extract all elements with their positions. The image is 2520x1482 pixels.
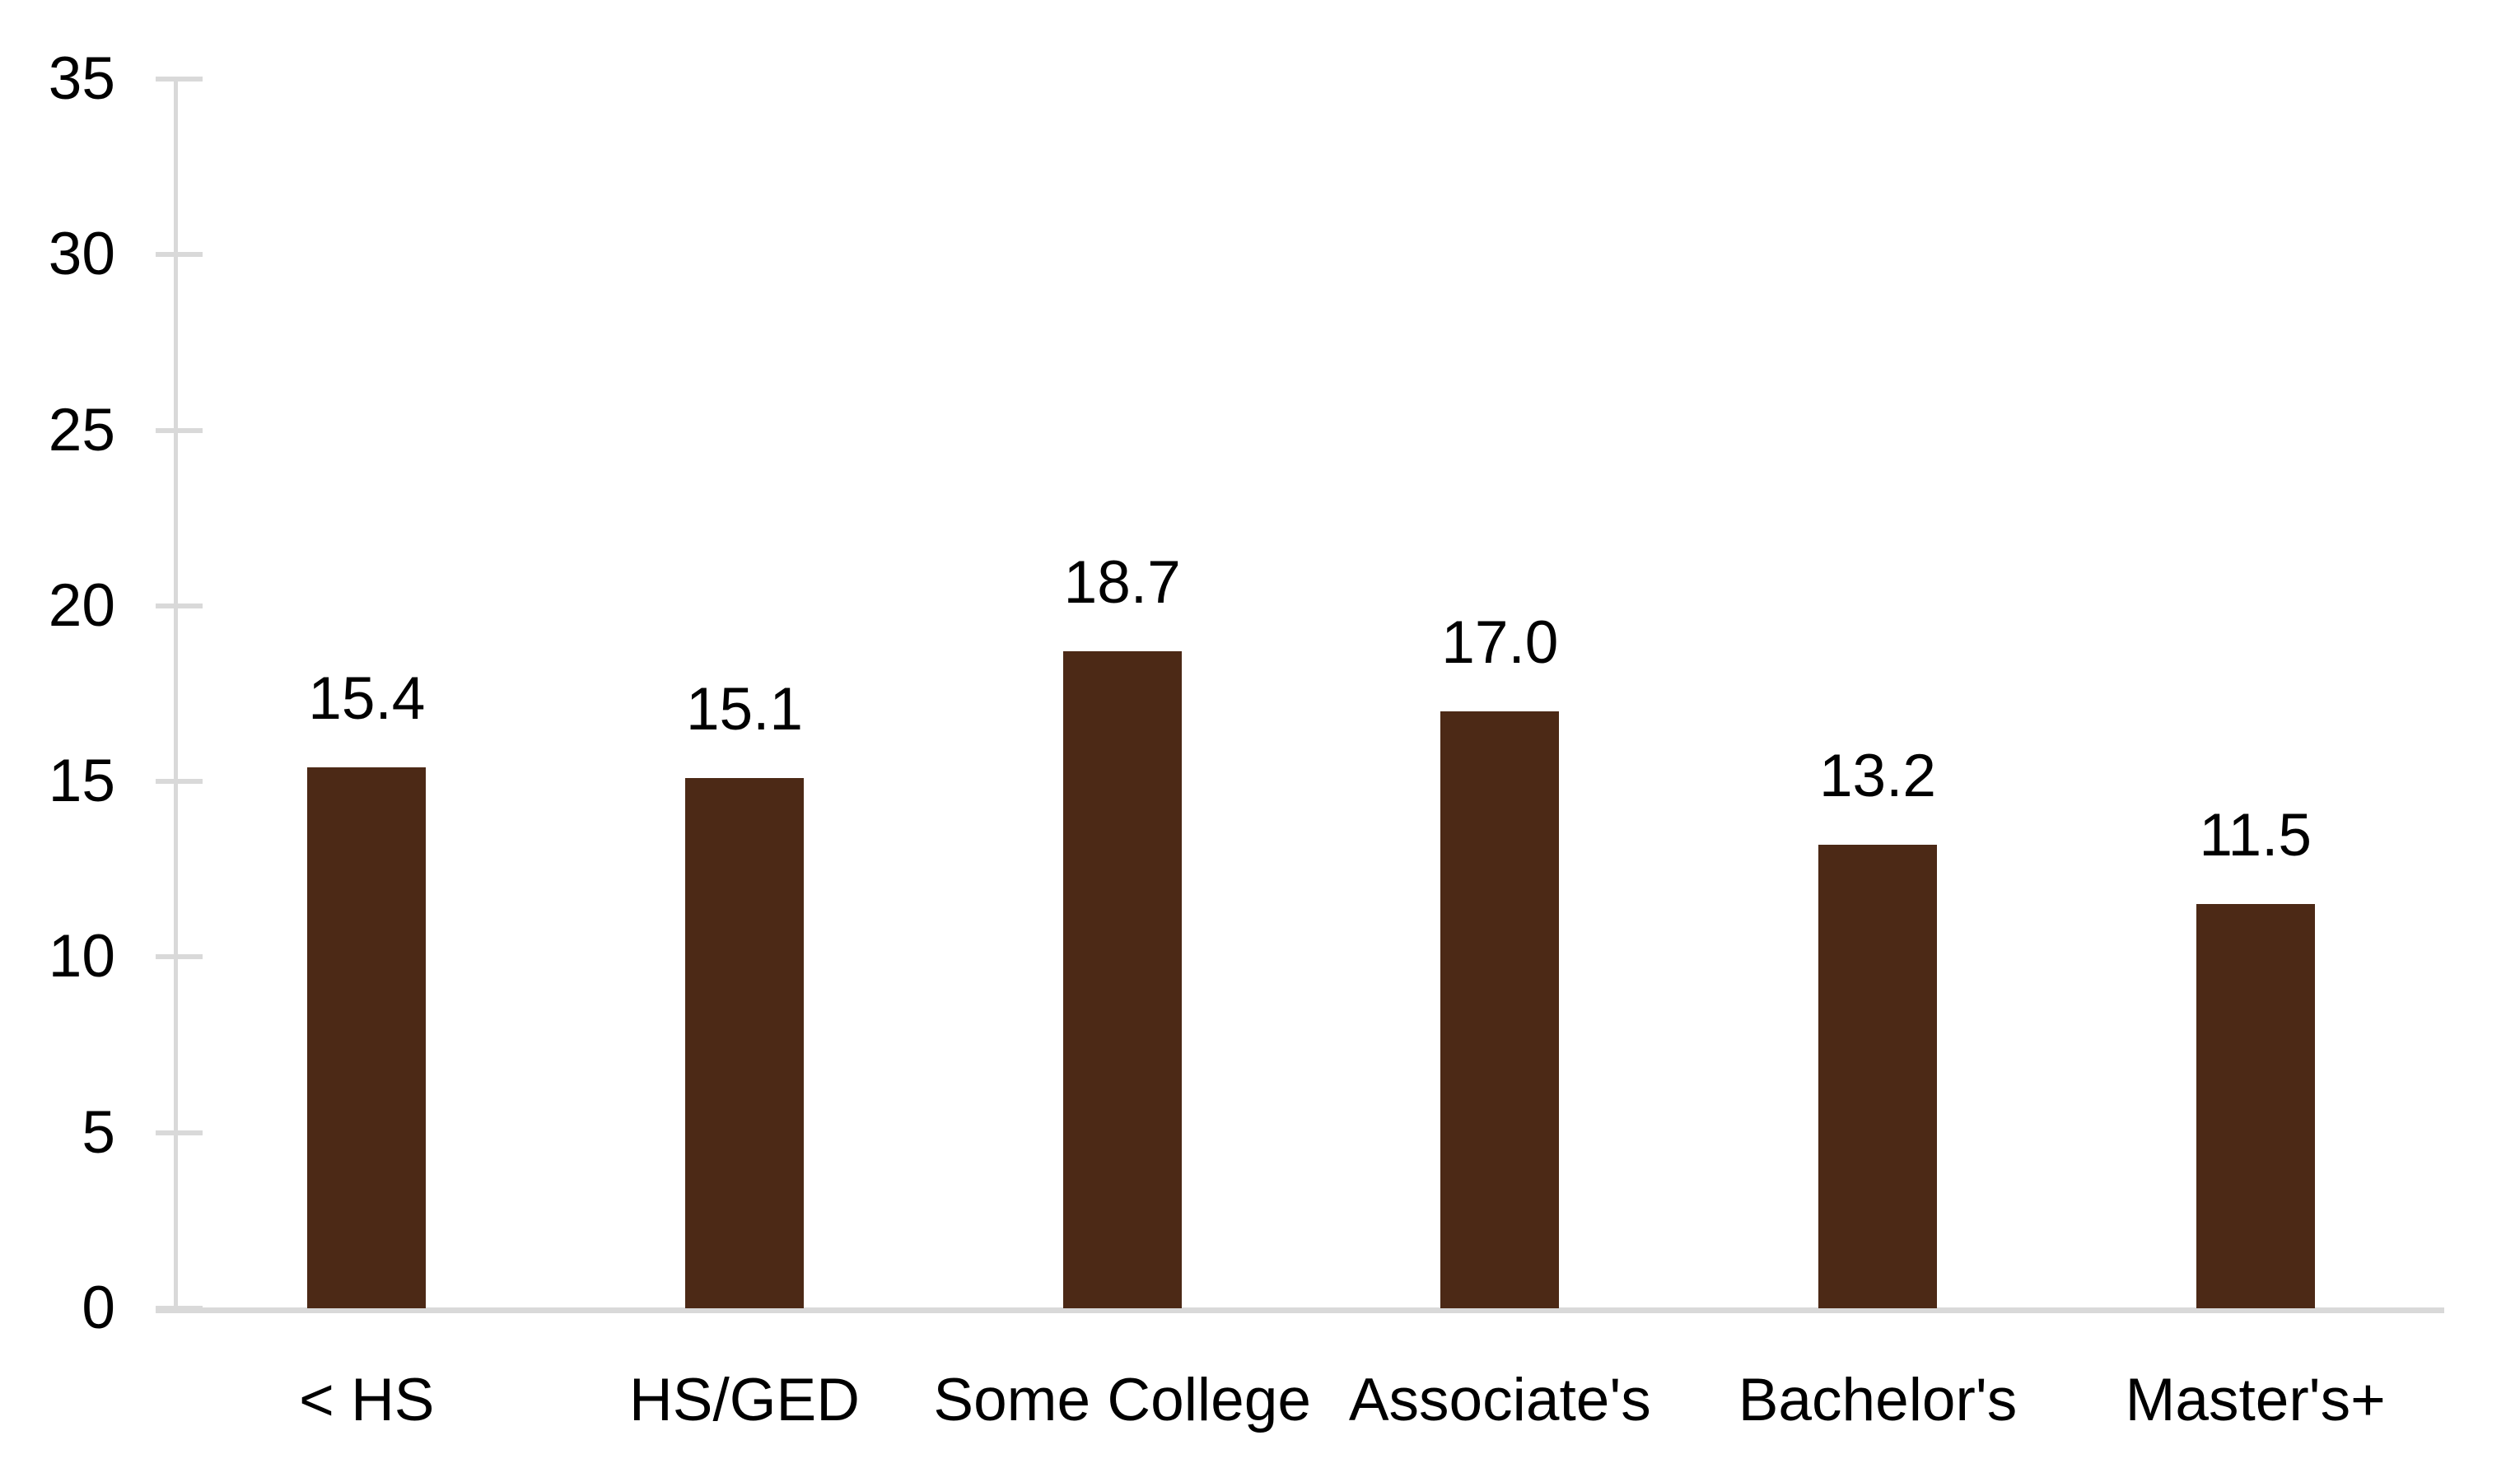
x-axis-category-label: HS/GED [629,1367,860,1433]
bar-value-label: 15.4 [308,665,426,733]
y-axis-tick-label: 0 [82,1275,115,1341]
y-axis-line [174,79,178,1308]
bar [1440,711,1560,1308]
bar-value-label: 18.7 [1063,549,1181,617]
y-axis-tick [156,77,203,82]
bar [685,777,804,1308]
y-axis-tick [156,779,203,785]
y-axis-tick [156,1306,203,1311]
bar-value-label: 11.5 [2199,802,2312,869]
y-axis-tick [156,603,203,608]
bar-value-label: 13.2 [1818,742,1937,809]
y-axis-tick-label: 35 [48,45,115,112]
bar-value-label: 17.0 [1441,608,1559,676]
bar [1818,844,1937,1308]
x-axis-category-label: < HS [299,1367,435,1433]
bar [307,767,427,1308]
y-axis-tick-label: 15 [48,748,115,815]
bar-value-label: 15.1 [685,675,804,743]
x-axis-line [156,1307,2444,1313]
y-axis-tick-label: 5 [82,1098,115,1166]
bar [1062,651,1182,1308]
bar [2196,904,2315,1308]
x-axis-category-label: Some College [933,1367,1311,1433]
y-axis-tick [156,252,203,258]
y-axis-tick-label: 30 [48,221,115,288]
y-axis-tick-label: 20 [48,571,115,639]
y-axis-tick [156,1130,203,1135]
y-axis-tick [156,427,203,433]
y-axis-tick-label: 25 [48,396,115,464]
y-axis-tick [156,954,203,960]
y-axis-tick-label: 10 [48,923,115,990]
x-axis-category-label: Associate's [1348,1367,1651,1433]
x-axis-category-label: Master's+ [2125,1367,2386,1433]
x-axis-category-label: Bachelor's [1738,1367,2018,1433]
